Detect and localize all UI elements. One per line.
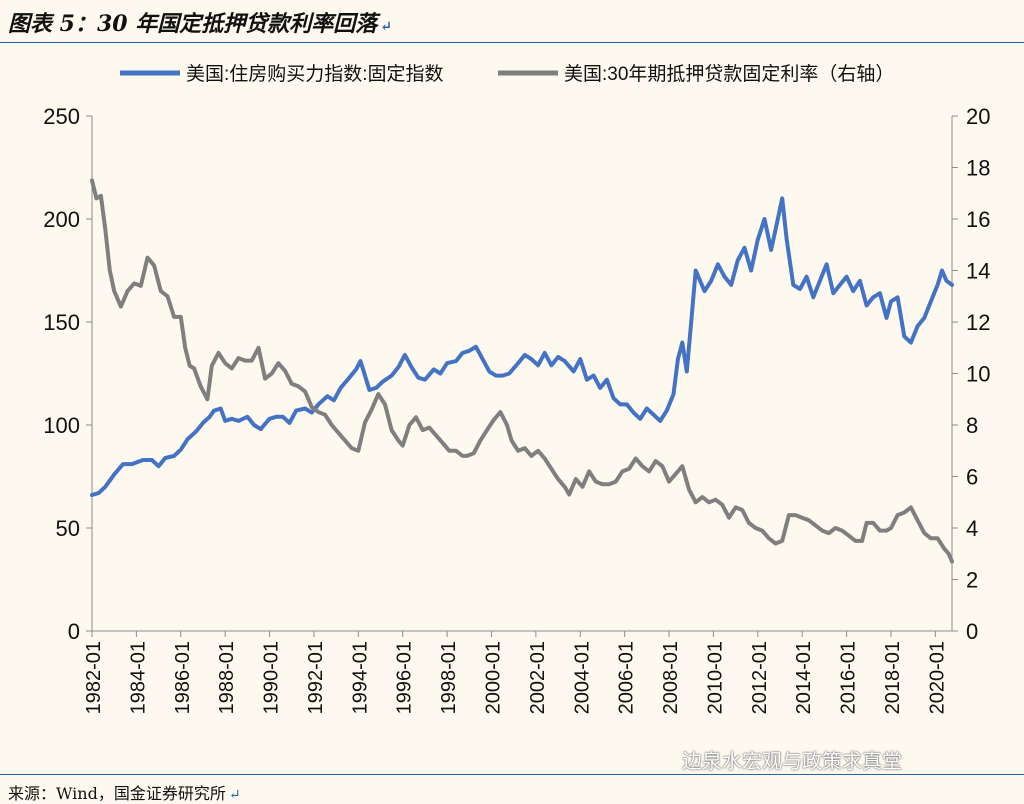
x-axis-tick-label: 2006-01 xyxy=(616,641,638,714)
x-axis-tick-label: 1992-01 xyxy=(305,641,327,714)
left-axis-tick-label: 250 xyxy=(43,104,80,129)
x-axis-tick-label: 1984-01 xyxy=(127,641,149,714)
legend-label-mortgage-rate: 美国:30年期抵押贷款固定利率（右轴） xyxy=(564,63,894,85)
right-axis-tick-label: 6 xyxy=(966,465,978,490)
right-axis-tick-label: 16 xyxy=(966,207,990,232)
right-axis-tick-label: 8 xyxy=(966,413,978,438)
x-axis-tick-label: 2012-01 xyxy=(749,641,771,714)
right-axis-tick-label: 12 xyxy=(966,310,990,335)
x-axis-tick-label: 1990-01 xyxy=(261,641,283,714)
page-title: 图表 5：30 年国定抵押贷款利率回落 ↵ xyxy=(8,6,392,38)
x-axis-tick-label: 2008-01 xyxy=(660,641,682,714)
left-axis-tick-label: 100 xyxy=(43,413,80,438)
right-axis-tick-label: 10 xyxy=(966,362,990,387)
series-lines xyxy=(90,178,954,564)
title-divider xyxy=(0,42,1024,43)
right-axis-tick-label: 14 xyxy=(966,259,990,284)
source-divider xyxy=(0,774,1024,775)
return-mark-icon: ↵ xyxy=(228,787,241,803)
x-axis-tick-label: 1982-01 xyxy=(83,641,105,714)
x-axis-tick-label: 2014-01 xyxy=(793,641,815,714)
x-axis-tick-label: 2016-01 xyxy=(838,641,860,714)
x-axis-tick-label: 2018-01 xyxy=(882,641,904,714)
x-axis-tick-label: 1994-01 xyxy=(349,641,371,714)
x-axis-tick-label: 2000-01 xyxy=(482,641,504,714)
x-axis-tick-label: 1986-01 xyxy=(172,641,194,714)
source-note: 来源：Wind，国金证券研究所 ↵ xyxy=(8,780,241,804)
x-axis-tick-label: 1998-01 xyxy=(438,641,460,714)
x-axis-tick-label: 2004-01 xyxy=(571,641,593,714)
series-line-housing-index xyxy=(90,196,954,497)
right-axis-tick-label: 20 xyxy=(966,104,990,129)
legend-label-housing-index: 美国:住房购买力指数:固定指数 xyxy=(186,63,444,85)
watermark: 边泉水宏观与政策求真堂 xyxy=(682,749,902,773)
series-line-mortgage-rate xyxy=(90,178,954,564)
x-axis-tick-label: 2002-01 xyxy=(527,641,549,714)
title-text: 图表 5：30 年国定抵押贷款利率回落 xyxy=(8,11,378,37)
left-axis-tick-label: 50 xyxy=(56,516,80,541)
right-axis-tick-label: 4 xyxy=(966,516,978,541)
chart: 美国:住房购买力指数:固定指数 美国:30年期抵押贷款固定利率（右轴） 0 50 1… xyxy=(43,63,990,714)
right-axis-tick-label: 2 xyxy=(966,568,978,593)
right-axis-tick-label: 18 xyxy=(966,156,990,181)
x-axis-tick-label: 2010-01 xyxy=(704,641,726,714)
x-axis-tick-label: 2020-01 xyxy=(926,641,948,714)
right-axis-tick-label: 0 xyxy=(966,619,978,644)
legend: 美国:住房购买力指数:固定指数 美国:30年期抵押贷款固定利率（右轴） xyxy=(120,63,894,85)
x-axis-tick-label: 1996-01 xyxy=(394,641,416,714)
x-axis-tick-label: 1988-01 xyxy=(216,641,238,714)
left-axis-tick-label: 150 xyxy=(43,310,80,335)
source-text: 来源：Wind，国金证券研究所 xyxy=(8,784,226,803)
return-mark-icon: ↵ xyxy=(380,19,392,35)
axes: 0 50 100 150 200 250 0 2 4 6 8 10 12 14 16 18 20 1982-01 1… xyxy=(43,104,990,714)
left-axis-tick-label: 200 xyxy=(43,207,80,232)
left-axis-tick-label: 0 xyxy=(68,619,80,644)
